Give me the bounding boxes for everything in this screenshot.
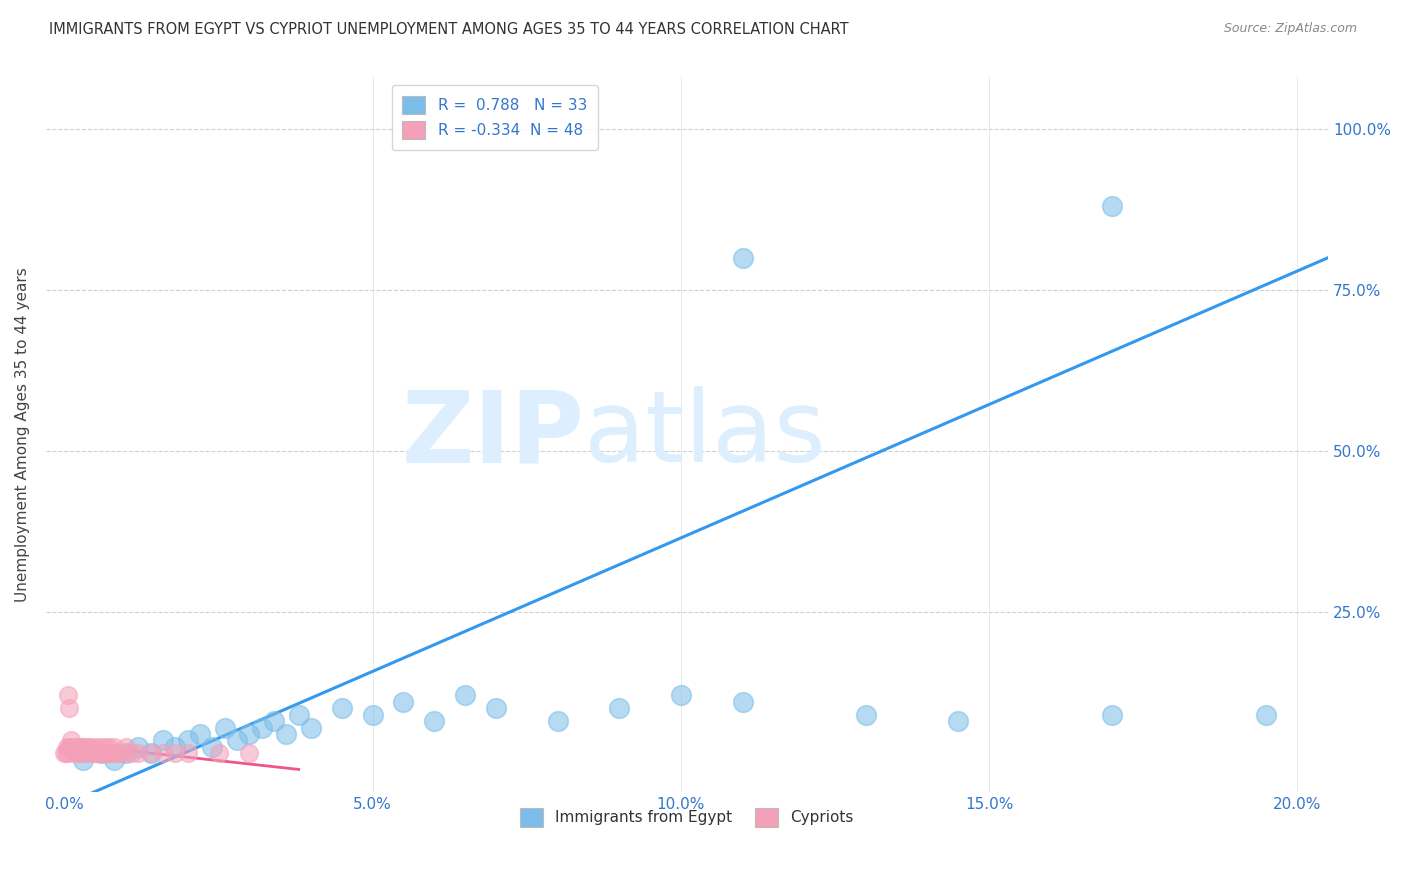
Point — [207, 747, 229, 761]
Point — [392, 695, 415, 709]
Point — [58, 739, 80, 754]
Point — [103, 739, 125, 754]
Text: ZIP: ZIP — [402, 386, 585, 483]
Text: IMMIGRANTS FROM EGYPT VS CYPRIOT UNEMPLOYMENT AMONG AGES 35 TO 44 YEARS CORRELAT: IMMIGRANTS FROM EGYPT VS CYPRIOT UNEMPLO… — [49, 22, 849, 37]
Point — [100, 747, 122, 761]
Point — [214, 721, 236, 735]
Point — [152, 747, 174, 761]
Point — [75, 747, 97, 761]
Point — [87, 747, 110, 761]
Point — [731, 695, 754, 709]
Point — [56, 739, 79, 754]
Point — [238, 727, 260, 741]
Point — [948, 714, 970, 728]
Point — [361, 707, 384, 722]
Point — [86, 747, 108, 761]
Point — [139, 747, 162, 761]
Point — [423, 714, 446, 728]
Point — [66, 747, 89, 761]
Point — [70, 739, 93, 754]
Point — [77, 739, 100, 754]
Point — [330, 701, 353, 715]
Point — [73, 739, 96, 754]
Point — [115, 739, 138, 754]
Point — [547, 714, 569, 728]
Point — [103, 753, 125, 767]
Point — [72, 747, 94, 761]
Point — [1256, 707, 1278, 722]
Point — [165, 739, 187, 754]
Point — [58, 701, 80, 715]
Point — [90, 747, 112, 761]
Point — [139, 747, 162, 761]
Point — [263, 714, 285, 728]
Text: atlas: atlas — [585, 386, 827, 483]
Point — [91, 747, 114, 761]
Point — [1101, 199, 1123, 213]
Point — [66, 739, 89, 754]
Point — [112, 747, 135, 761]
Legend: Immigrants from Egypt, Cypriots: Immigrants from Egypt, Cypriots — [513, 800, 862, 834]
Point — [201, 739, 224, 754]
Point — [454, 689, 477, 703]
Point — [83, 747, 105, 761]
Point — [53, 747, 76, 761]
Point — [96, 747, 118, 761]
Point — [89, 739, 111, 754]
Point — [82, 747, 104, 761]
Point — [1101, 707, 1123, 722]
Point — [65, 739, 87, 754]
Point — [238, 747, 260, 761]
Point — [97, 739, 120, 754]
Point — [250, 721, 273, 735]
Point — [79, 739, 101, 754]
Point — [152, 733, 174, 747]
Point — [855, 707, 877, 722]
Point — [669, 689, 692, 703]
Point — [108, 747, 131, 761]
Point — [121, 747, 143, 761]
Point — [105, 747, 128, 761]
Point — [56, 689, 79, 703]
Point — [59, 733, 82, 747]
Point — [72, 753, 94, 767]
Point — [731, 251, 754, 265]
Point — [165, 747, 187, 761]
Point — [607, 701, 630, 715]
Point — [93, 739, 115, 754]
Y-axis label: Unemployment Among Ages 35 to 44 years: Unemployment Among Ages 35 to 44 years — [15, 268, 30, 602]
Point — [127, 739, 149, 754]
Point — [287, 707, 309, 722]
Point — [55, 747, 77, 761]
Point — [77, 747, 100, 761]
Point — [299, 721, 322, 735]
Point — [56, 747, 79, 761]
Text: Source: ZipAtlas.com: Source: ZipAtlas.com — [1223, 22, 1357, 36]
Point — [485, 701, 508, 715]
Point — [226, 733, 249, 747]
Point — [97, 747, 120, 761]
Point — [60, 739, 83, 754]
Point — [101, 747, 124, 761]
Point — [127, 747, 149, 761]
Point — [177, 747, 200, 761]
Point — [188, 727, 211, 741]
Point — [84, 739, 107, 754]
Point — [62, 747, 84, 761]
Point — [90, 747, 112, 761]
Point — [276, 727, 298, 741]
Point — [177, 733, 200, 747]
Point — [115, 747, 138, 761]
Point — [69, 747, 91, 761]
